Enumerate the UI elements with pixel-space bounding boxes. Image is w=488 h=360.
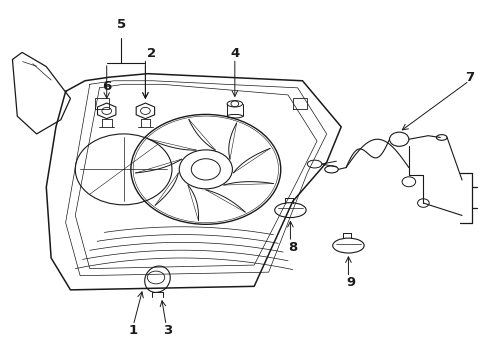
Text: 7: 7 [464, 71, 473, 84]
Text: 2: 2 [146, 46, 156, 60]
Text: 6: 6 [102, 80, 111, 93]
Text: 3: 3 [163, 324, 172, 337]
Text: 5: 5 [117, 18, 125, 31]
Text: 9: 9 [346, 276, 355, 289]
Text: 1: 1 [128, 324, 138, 337]
Text: 4: 4 [230, 46, 239, 60]
Text: 8: 8 [287, 241, 297, 254]
